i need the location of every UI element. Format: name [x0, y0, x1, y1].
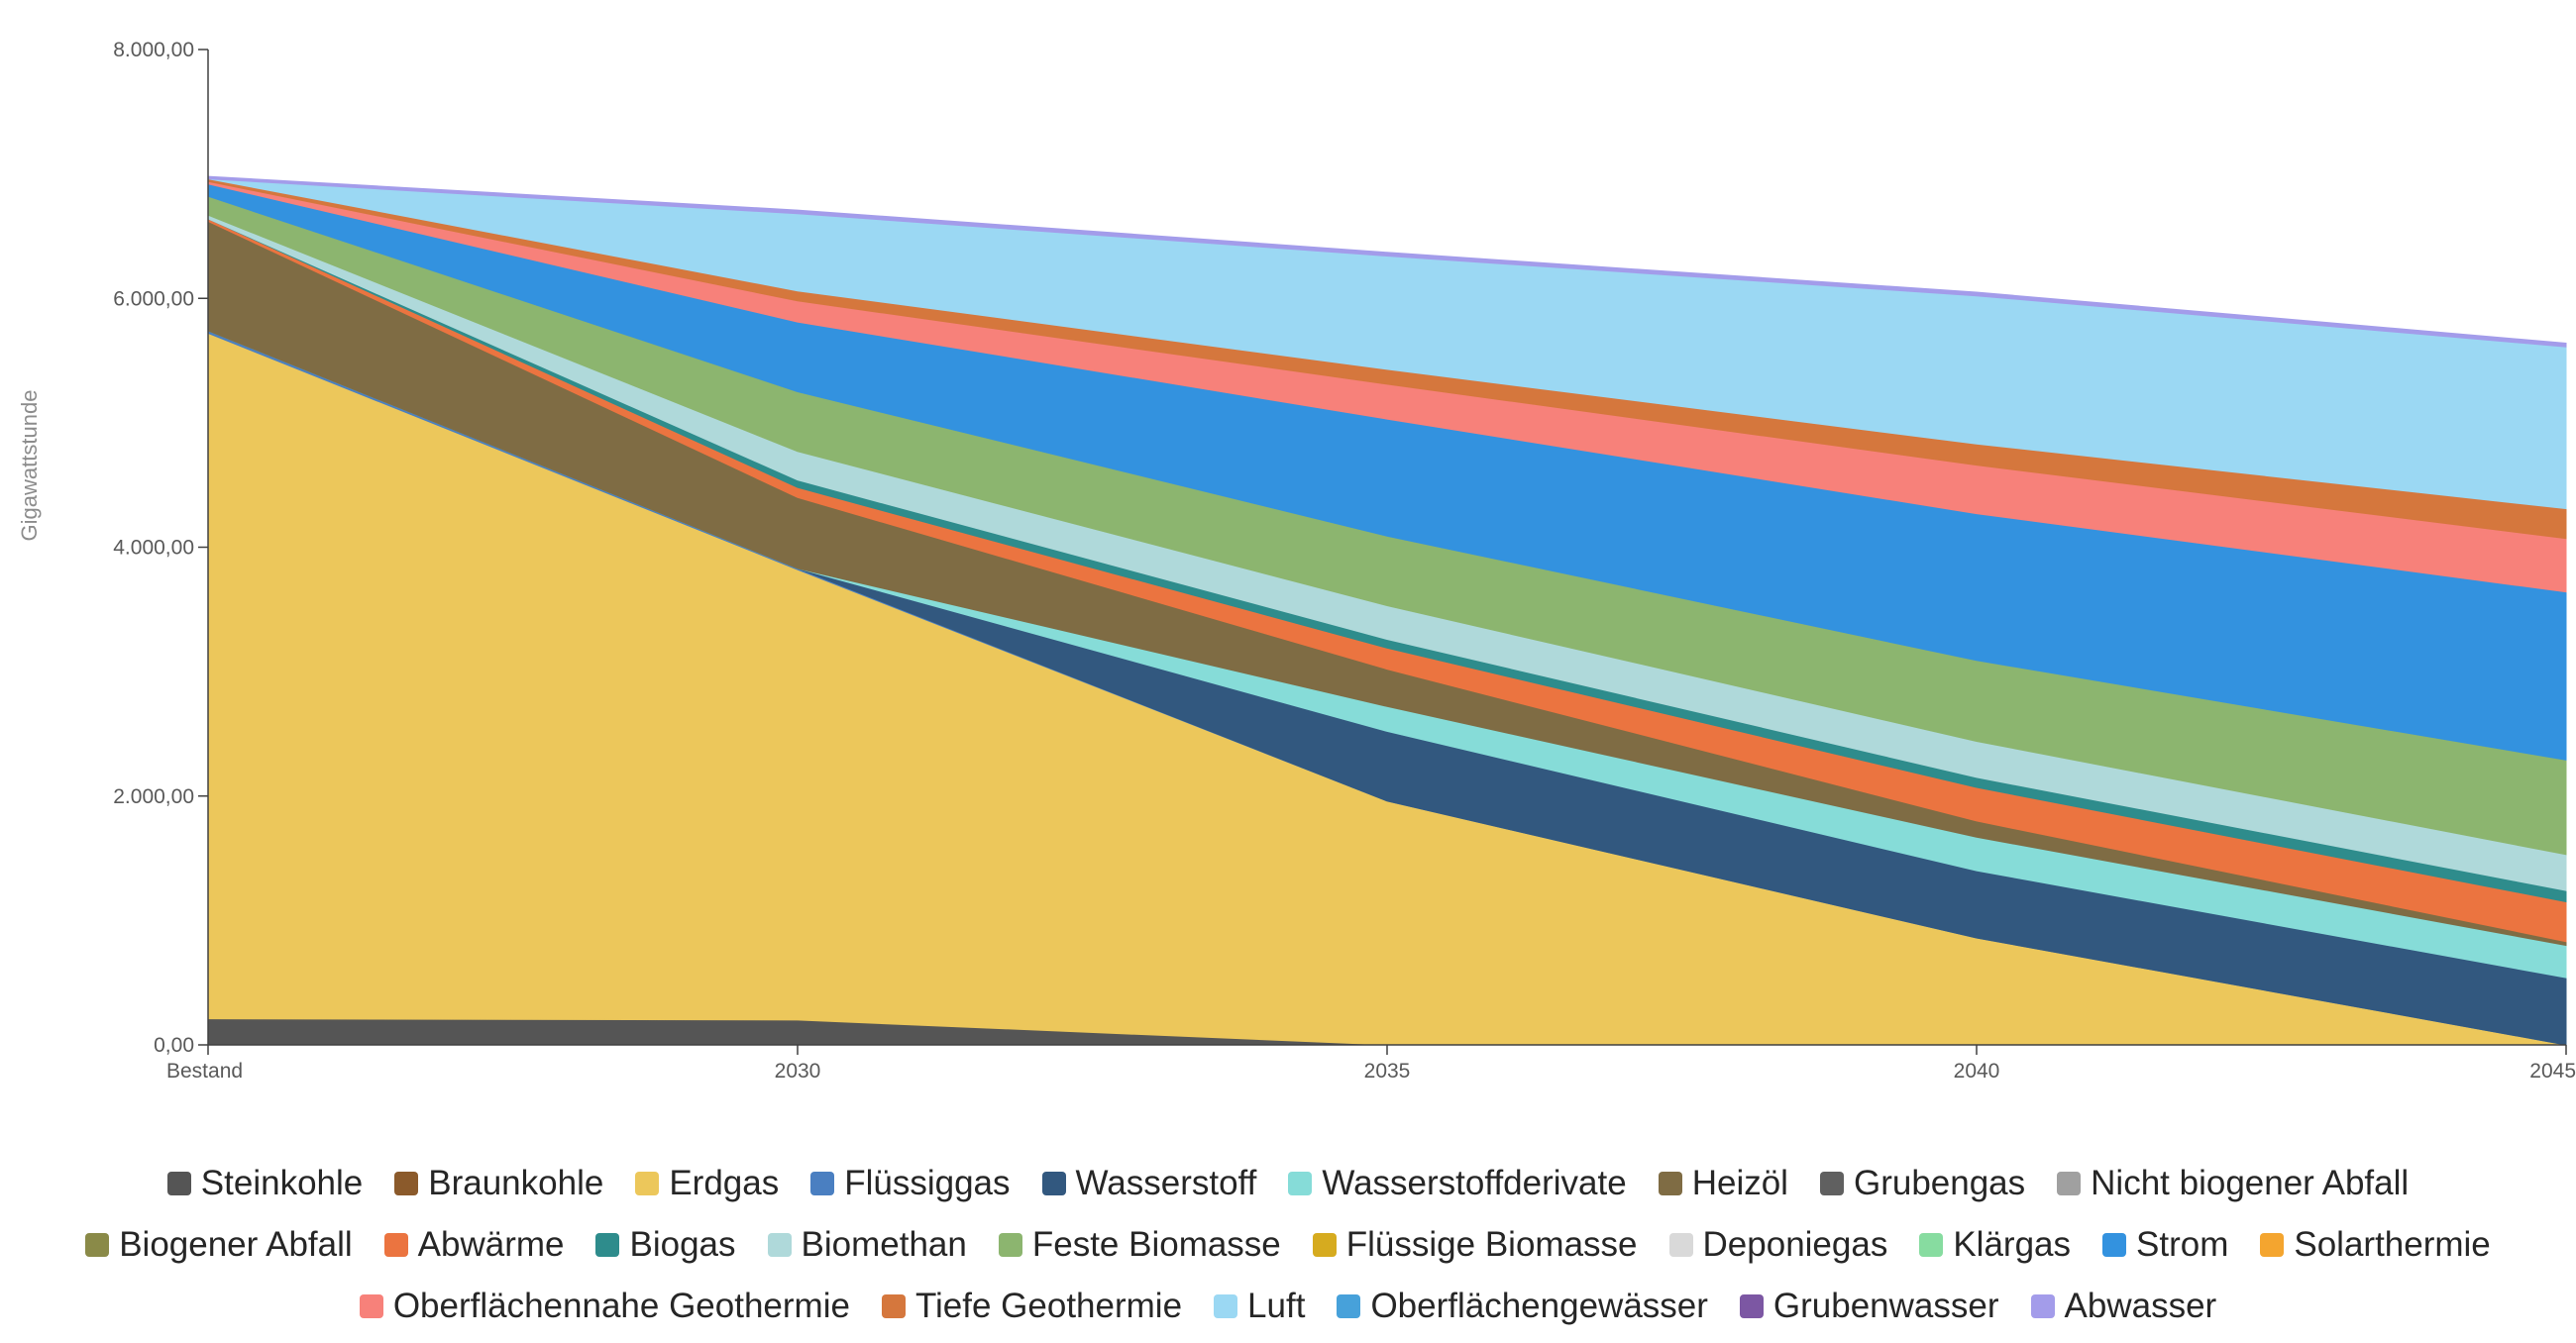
- legend-swatch: [1312, 1233, 1337, 1257]
- legend-swatch: [1288, 1172, 1313, 1195]
- legend-label: Grubengas: [1853, 1164, 2026, 1202]
- x-tick-label: Bestand: [166, 1060, 243, 1083]
- legend-swatch: [1658, 1172, 1682, 1195]
- legend-swatch: [881, 1294, 906, 1318]
- y-tick-label: 6.000,00: [113, 287, 194, 310]
- legend-label: Steinkohle: [200, 1164, 364, 1202]
- legend-swatch: [1337, 1294, 1361, 1318]
- legend-item-0[interactable]: Steinkohle: [166, 1164, 364, 1203]
- legend-swatch: [998, 1233, 1022, 1257]
- legend-label: Solarthermie: [2294, 1225, 2491, 1264]
- legend-swatch: [1214, 1294, 1238, 1318]
- y-tick-label: 0,00: [154, 1034, 194, 1057]
- legend-swatch: [359, 1294, 383, 1318]
- legend-label: Oberflächengewässer: [1370, 1287, 1708, 1325]
- legend-label: Luft: [1247, 1287, 1306, 1325]
- legend-label: Strom: [2136, 1225, 2229, 1264]
- legend: Steinkohle Braunkohle Erdgas Flüssiggas Wass…: [20, 1164, 2556, 1326]
- areas-layer: [207, 175, 2567, 1046]
- legend-swatch: [1819, 1172, 1844, 1195]
- legend-item-10[interactable]: Abwärme: [383, 1225, 565, 1265]
- legend-item-23[interactable]: Grubenwasser: [1739, 1287, 1999, 1326]
- legend-label: Flüssiggas: [844, 1164, 1011, 1202]
- legend-label: Biogas: [629, 1225, 736, 1264]
- legend-swatch: [166, 1172, 191, 1195]
- legend-item-13[interactable]: Feste Biomasse: [998, 1225, 1281, 1265]
- legend-label: Erdgas: [669, 1164, 780, 1202]
- legend-item-22[interactable]: Oberflächengewässer: [1337, 1287, 1708, 1326]
- legend-label: Grubenwasser: [1772, 1287, 1999, 1325]
- axes: 0,00 2.000,00 4.000,00 6.000,00 8.000,00 Best…: [113, 39, 2576, 1083]
- legend-swatch: [1919, 1233, 1944, 1257]
- legend-item-6[interactable]: Heizöl: [1658, 1164, 1788, 1203]
- legend-swatch: [85, 1233, 110, 1257]
- legend-swatch: [595, 1233, 620, 1257]
- legend-label: Oberflächennahe Geothermie: [392, 1287, 850, 1325]
- legend-item-18[interactable]: Solarthermie: [2260, 1225, 2491, 1265]
- legend-label: Klärgas: [1953, 1225, 2071, 1264]
- legend-item-9[interactable]: Biogener Abfall: [85, 1225, 353, 1265]
- legend-item-14[interactable]: Flüssige Biomasse: [1312, 1225, 1638, 1265]
- y-tick-label: 2.000,00: [113, 785, 194, 808]
- y-tick-label: 4.000,00: [113, 537, 194, 560]
- legend-label: Abwasser: [2064, 1287, 2217, 1325]
- legend-label: Deponiegas: [1702, 1225, 1888, 1264]
- x-tick-label: 2030: [775, 1060, 821, 1083]
- legend-label: Wasserstoffderivate: [1322, 1164, 1627, 1202]
- y-axis-title: Gigawattstunde: [17, 390, 42, 542]
- legend-swatch: [2030, 1294, 2055, 1318]
- legend-swatch: [635, 1172, 660, 1195]
- legend-item-21[interactable]: Luft: [1214, 1287, 1305, 1326]
- legend-item-8[interactable]: Nicht biogener Abfall: [2057, 1164, 2409, 1203]
- legend-label: Biogener Abfall: [119, 1225, 353, 1264]
- legend-item-19[interactable]: Oberflächennahe Geothermie: [359, 1287, 850, 1326]
- legend-label: Abwärme: [417, 1225, 565, 1264]
- legend-label: Tiefe Geothermie: [914, 1287, 1183, 1325]
- legend-label: Nicht biogener Abfall: [2091, 1164, 2410, 1202]
- legend-label: Wasserstoff: [1075, 1164, 1257, 1202]
- legend-item-2[interactable]: Erdgas: [635, 1164, 779, 1203]
- legend-swatch: [394, 1172, 419, 1195]
- legend-swatch: [2102, 1233, 2126, 1257]
- legend-item-3[interactable]: Flüssiggas: [810, 1164, 1011, 1203]
- legend-item-12[interactable]: Biomethan: [767, 1225, 967, 1265]
- legend-item-16[interactable]: Klärgas: [1919, 1225, 2071, 1265]
- legend-swatch: [2057, 1172, 2082, 1195]
- legend-item-1[interactable]: Braunkohle: [394, 1164, 603, 1203]
- stacked-area-chart: 0,00 2.000,00 4.000,00 6.000,00 8.000,00 Best…: [17, 39, 2576, 1083]
- legend-label: Biomethan: [801, 1225, 967, 1264]
- legend-swatch: [767, 1233, 792, 1257]
- legend-swatch: [383, 1233, 408, 1257]
- legend-item-20[interactable]: Tiefe Geothermie: [881, 1287, 1183, 1326]
- legend-label: Heizöl: [1691, 1164, 1788, 1202]
- legend-swatch: [2260, 1233, 2285, 1257]
- legend-item-7[interactable]: Grubengas: [1819, 1164, 2026, 1203]
- legend-swatch: [1668, 1233, 1693, 1257]
- legend-label: Feste Biomasse: [1031, 1225, 1281, 1264]
- x-tick-label: 2045: [2529, 1060, 2576, 1083]
- legend-item-17[interactable]: Strom: [2102, 1225, 2228, 1265]
- legend-swatch: [1041, 1172, 1066, 1195]
- legend-item-15[interactable]: Deponiegas: [1668, 1225, 1888, 1265]
- y-tick-label: 8.000,00: [113, 39, 194, 61]
- legend-label: Braunkohle: [428, 1164, 604, 1202]
- legend-item-5[interactable]: Wasserstoffderivate: [1288, 1164, 1627, 1203]
- legend-item-4[interactable]: Wasserstoff: [1041, 1164, 1257, 1203]
- x-tick-label: 2040: [1954, 1060, 2000, 1083]
- x-tick-label: 2035: [1364, 1060, 1411, 1083]
- legend-swatch: [810, 1172, 835, 1195]
- area-series-24[interactable]: [207, 175, 2567, 348]
- legend-swatch: [1739, 1294, 1764, 1318]
- legend-label: Flüssige Biomasse: [1345, 1225, 1638, 1264]
- legend-item-24[interactable]: Abwasser: [2030, 1287, 2217, 1326]
- legend-item-11[interactable]: Biogas: [595, 1225, 736, 1265]
